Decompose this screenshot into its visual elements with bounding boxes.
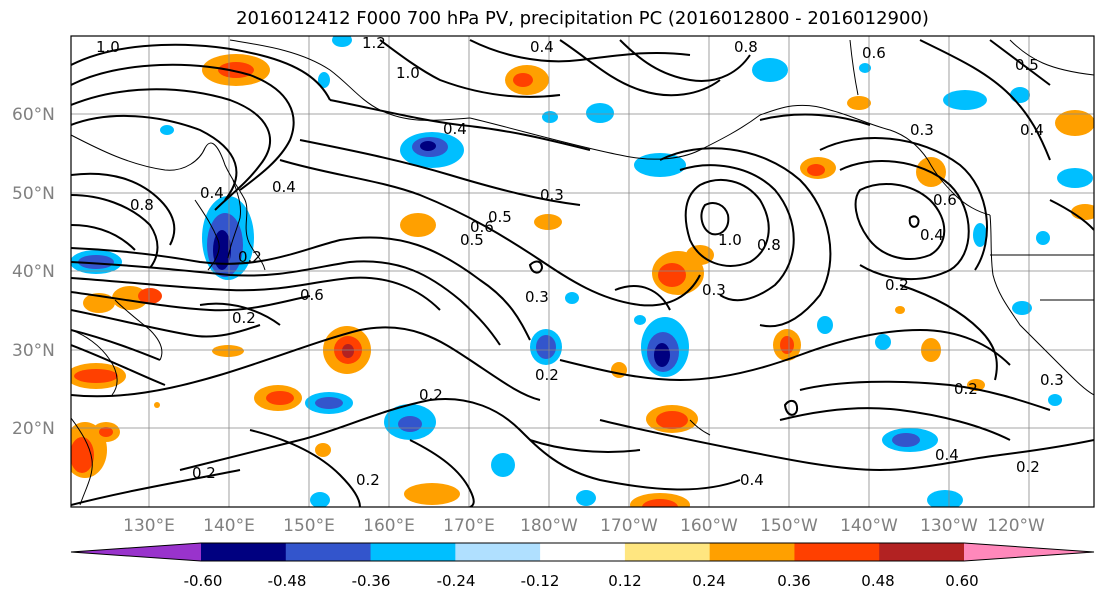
negative-precip-anomalies <box>71 36 1093 507</box>
contour-label: 0.3 <box>525 288 549 306</box>
lat-label: 60°N <box>12 105 55 125</box>
contour-label: 0.4 <box>200 184 224 202</box>
contour-label: 0.2 <box>192 464 216 482</box>
pv-contours <box>71 39 1094 507</box>
contour-label: 0.4 <box>530 38 554 56</box>
contour-label: 0.2 <box>1016 458 1040 476</box>
lon-label: 130°W <box>920 516 978 536</box>
colorbar-ticks: -0.60 -0.48 -0.36 -0.24 -0.12 0.12 0.24 … <box>184 572 979 590</box>
latitude-labels: 60°N 50°N 40°N 30°N 20°N <box>12 105 55 439</box>
lon-label: 140°E <box>203 516 255 536</box>
contour-label: 0.8 <box>130 196 154 214</box>
lat-label: 30°N <box>12 341 55 361</box>
longitude-labels: 130°E 140°E 150°E 160°E 170°E 180°W 170°… <box>123 516 1045 536</box>
colorbar-segment <box>370 543 456 561</box>
colorbar-segment <box>285 543 372 561</box>
lon-label: 130°E <box>123 516 175 536</box>
contour-label: 0.4 <box>1020 121 1044 139</box>
colorbar-tick-label: 0.48 <box>861 572 894 590</box>
contour-label: 0.8 <box>757 236 781 254</box>
contour-label: 0.2 <box>356 471 380 489</box>
colorbar-tick-label: -0.48 <box>268 572 307 590</box>
contour-label: 0.6 <box>300 286 324 304</box>
contour-label: 0.2 <box>885 276 909 294</box>
lon-label: 150°E <box>283 516 335 536</box>
colorbar-tick-label: 0.12 <box>608 572 641 590</box>
lon-label: 160°W <box>680 516 738 536</box>
contour-label: 0.3 <box>910 121 934 139</box>
colorbar-tick-label: -0.60 <box>184 572 223 590</box>
contour-label: 0.4 <box>740 471 764 489</box>
lat-label: 50°N <box>12 184 55 204</box>
contour-label: 0.5 <box>460 231 484 249</box>
contour-label: 0.4 <box>935 446 959 464</box>
colorbar-segment <box>201 543 287 561</box>
contour-labels: 1.0 1.2 0.4 0.8 0.6 0.5 0.4 1.0 0.4 0.5 … <box>96 34 1064 489</box>
lat-label: 20°N <box>12 419 55 439</box>
colorbar-tick-label: -0.36 <box>352 572 391 590</box>
contour-label: 0.2 <box>419 386 443 404</box>
contour-label: 0.6 <box>862 44 886 62</box>
contour-label: 1.0 <box>396 64 420 82</box>
lat-label: 40°N <box>12 262 55 282</box>
colorbar-tick-label: -0.24 <box>437 572 476 590</box>
lon-label: 140°W <box>840 516 898 536</box>
colorbar <box>70 542 1095 562</box>
colorbar-extension-max <box>964 543 1094 561</box>
contour-label: 0.2 <box>535 366 559 384</box>
colorbar-tick-label: 0.60 <box>945 572 978 590</box>
contour-label: 0.2 <box>238 248 262 266</box>
plot-frame <box>70 35 1095 508</box>
colorbar-outline <box>70 542 1095 562</box>
contour-label: 0.6 <box>470 218 494 236</box>
colorbar-segment <box>879 543 965 561</box>
map-area: 1.0 1.2 0.4 0.8 0.6 0.5 0.4 1.0 0.4 0.5 … <box>71 34 1094 507</box>
contour-label: 0.8 <box>734 38 758 56</box>
contour-label: 1.2 <box>362 34 386 52</box>
colorbar-extension-min <box>71 543 201 561</box>
colorbar-tick-label: 0.24 <box>692 572 725 590</box>
lon-label: 160°E <box>363 516 415 536</box>
contour-label: 0.6 <box>933 191 957 209</box>
contour-label: 0.4 <box>272 178 296 196</box>
positive-precip-anomalies <box>71 54 1094 507</box>
colorbar-segment <box>540 543 626 561</box>
colorbar-segment <box>709 543 795 561</box>
map-title: 2016012412 F000 700 hPa PV, precipitatio… <box>236 8 929 29</box>
contour-label: 0.2 <box>954 380 978 398</box>
colorbar-segment <box>624 543 711 561</box>
contour-label: 0.2 <box>232 309 256 327</box>
lon-label: 180°W <box>520 516 578 536</box>
lon-label: 150°W <box>760 516 818 536</box>
lon-label: 170°E <box>443 516 495 536</box>
colorbar-segment <box>455 543 541 561</box>
lon-label: 170°W <box>600 516 658 536</box>
colorbar-segment <box>794 543 880 561</box>
contour-label: 0.4 <box>920 226 944 244</box>
contour-label: 0.3 <box>1040 371 1064 389</box>
contour-label: 1.0 <box>96 38 120 56</box>
colorbar-tick-label: 0.36 <box>777 572 810 590</box>
contour-label: 0.3 <box>540 186 564 204</box>
contour-label: 0.4 <box>443 120 467 138</box>
lon-label: 120°W <box>987 516 1045 536</box>
contour-label: 1.0 <box>718 231 742 249</box>
contour-label: 0.3 <box>702 281 726 299</box>
coastlines <box>71 39 1094 506</box>
contour-label: 0.5 <box>1015 56 1039 74</box>
contour-label: 0.5 <box>488 208 512 226</box>
colorbar-tick-label: -0.12 <box>521 572 560 590</box>
